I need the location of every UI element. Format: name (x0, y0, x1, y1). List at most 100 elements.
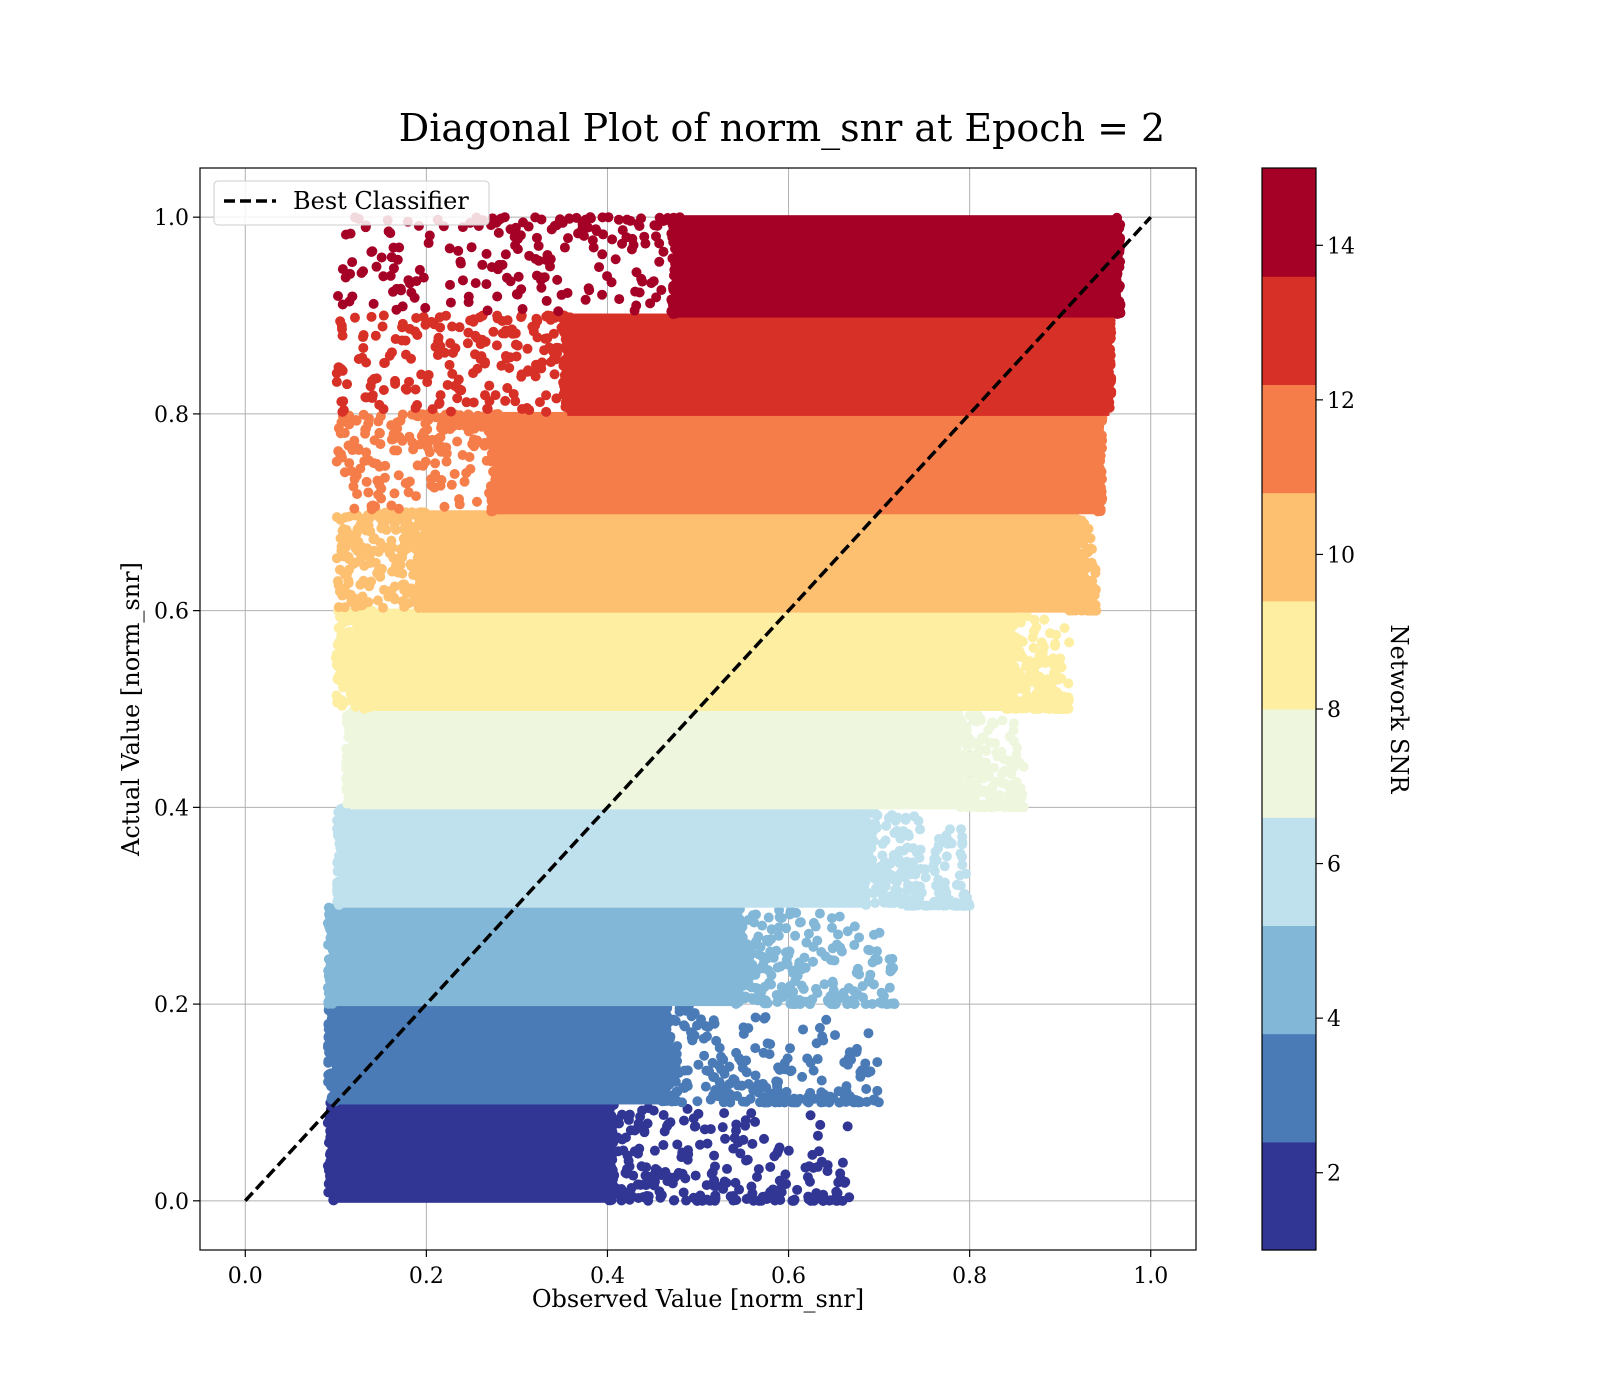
scatter-point (365, 696, 376, 707)
scatter-point (679, 1021, 690, 1032)
scatter-point (985, 737, 996, 748)
scatter-point (463, 327, 474, 338)
scatter-point (493, 227, 504, 238)
scatter-point (864, 945, 875, 956)
scatter-point (701, 1065, 712, 1076)
scatter-point (679, 1115, 690, 1126)
scatter-point (868, 888, 879, 899)
scatter-point (477, 259, 488, 270)
scatter-point (471, 496, 482, 507)
scatter-point (372, 595, 383, 606)
scatter-point (665, 1031, 676, 1042)
scatter-point (563, 329, 574, 340)
scatter-point (524, 405, 535, 416)
scatter-point (1064, 575, 1075, 586)
scatter-point (879, 897, 890, 908)
scatter-point (734, 915, 745, 926)
scatter-point (335, 635, 346, 646)
scatter-point (541, 390, 552, 401)
scatter-point (366, 504, 377, 515)
scatter-point (1037, 693, 1048, 704)
scatter-point (534, 397, 545, 408)
scatter-point (872, 1085, 883, 1096)
scatter-point (418, 531, 429, 542)
scatter-point (834, 911, 845, 922)
scatter-point (778, 1088, 789, 1099)
scatter-point (670, 271, 681, 282)
scatter-point (610, 254, 621, 265)
scatter-point (827, 976, 838, 987)
scatter-point (1088, 561, 1099, 572)
colorbar: 2 4 6 8 10 12 14 (1261, 167, 1355, 1251)
scatter-point (690, 1170, 701, 1181)
scatter-point (325, 1127, 336, 1138)
colorbar-tick-label: 2 (1327, 1162, 1341, 1187)
scatter-point (729, 993, 740, 1004)
scatter-point (954, 870, 965, 881)
scatter-point (361, 357, 372, 368)
scatter-point (500, 351, 511, 362)
scatter-point (961, 739, 972, 750)
scatter-point (1034, 671, 1045, 682)
scatter-point (344, 511, 355, 522)
scatter-point (500, 249, 511, 260)
scatter-point (453, 374, 464, 385)
scatter-point (424, 230, 435, 241)
scatter-point (1040, 657, 1051, 668)
scatter-point (1063, 695, 1074, 706)
scatter-point (1105, 350, 1116, 361)
scatter-point (328, 1195, 339, 1206)
scatter-point (709, 1150, 720, 1161)
scatter-point (374, 399, 385, 410)
scatter-point (350, 596, 361, 607)
scatter-point (457, 450, 468, 461)
scatter-point (785, 1043, 796, 1054)
scatter-point (1045, 628, 1056, 639)
scatter-point (624, 1194, 635, 1205)
plot-frame (199, 167, 1197, 1251)
scatter-point (692, 1096, 703, 1107)
scatter-point (868, 929, 879, 940)
scatter-point (603, 1174, 614, 1185)
scatter-point (766, 970, 777, 981)
scatter-point (630, 286, 641, 297)
scatter-point (1038, 642, 1049, 653)
scatter-point (699, 1050, 710, 1061)
scatter-point (323, 1069, 334, 1080)
scatter-point (771, 989, 782, 1000)
scatter-point (681, 1195, 692, 1206)
chart-title: Diagonal Plot of norm_snr at Epoch = 2 (399, 106, 1165, 151)
scatter-point (336, 888, 347, 899)
colorbar-segment (1262, 1141, 1316, 1251)
scatter-point (816, 1097, 827, 1108)
scatter-point (656, 1190, 667, 1201)
scatter-point (951, 742, 962, 753)
scatter-point (946, 771, 957, 782)
scatter-point (972, 783, 983, 794)
scatter-point (724, 1088, 735, 1099)
scatter-point (410, 491, 421, 502)
scatter-point (449, 468, 460, 479)
scatter-point (870, 897, 881, 908)
scatter-point (389, 488, 400, 499)
scatter-point (728, 1143, 739, 1154)
scatter-point (812, 1130, 823, 1141)
scatter-point (658, 1110, 669, 1121)
scatter-point (814, 908, 825, 919)
scatter-point (965, 795, 976, 806)
scatter-point (374, 461, 385, 472)
scatter-point (416, 369, 427, 380)
scatter-point (387, 566, 398, 577)
scatter-point (616, 1195, 627, 1206)
scatter-point (359, 456, 370, 467)
scatter-point (408, 569, 419, 580)
scatter-point (359, 549, 370, 560)
scatter-point (988, 762, 999, 773)
scatter-point (452, 393, 463, 404)
scatter-point (358, 266, 369, 277)
scatter-point (455, 256, 466, 267)
scatter-point (1029, 703, 1040, 714)
scatter-point (395, 415, 406, 426)
scatter-point (1094, 463, 1105, 474)
scatter-point (418, 538, 429, 549)
